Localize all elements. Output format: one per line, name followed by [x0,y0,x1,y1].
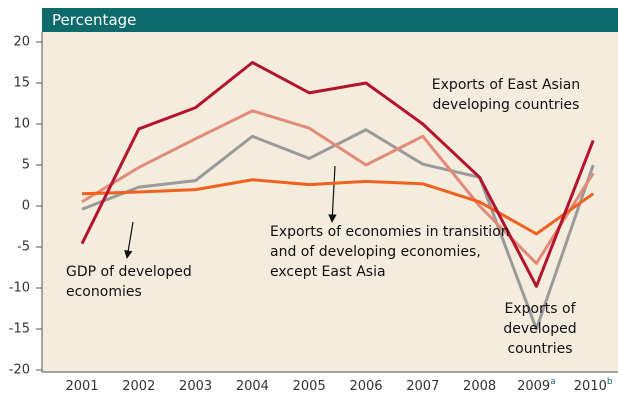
x-tick-footnote: a [550,377,556,387]
series-line [81,178,595,236]
series-line [80,61,595,288]
x-tick-text: 2006 [349,379,382,394]
y-tick-label: -20 [9,363,30,378]
x-tick-text: 2009 [517,379,550,394]
x-tick-text: 2002 [122,379,155,394]
x-tick-footnote: b [607,377,613,387]
y-tick-label: 5 [22,158,30,173]
x-tick-text: 2005 [293,379,326,394]
x-tick-label: 2004 [236,379,269,394]
x-tick-label: 2002 [122,379,155,394]
annotation-arrow [328,165,337,223]
x-tick-label: 2007 [406,379,439,394]
series-annotation: Exports of developed countries [503,301,577,357]
x-tick-label: 2001 [65,379,98,394]
x-tick-label: 2003 [179,379,212,394]
x-tick-label: 2010b [574,377,613,394]
x-tick-label: 2009a [517,377,556,394]
x-tick-label: 2006 [349,379,382,394]
x-tick-text: 2004 [236,379,269,394]
x-tick-label: 2008 [463,379,496,394]
annotation-arrow [124,221,134,259]
x-tick-text: 2007 [406,379,439,394]
series-annotation: Exports of economies in transition and o… [270,224,510,280]
y-axis-title: Percentage [52,11,137,29]
y-tick-label: -5 [17,240,30,255]
x-tick-text: 2003 [179,379,212,394]
y-tick-label: -15 [9,322,30,337]
x-tick-text: 2010 [574,379,607,394]
y-tick-label: -10 [9,281,30,296]
y-tick-label: 20 [13,35,30,50]
series-line [81,128,595,331]
y-tick-label: 0 [22,199,30,214]
y-tick-label: 10 [13,117,30,132]
x-tick-text: 2001 [65,379,98,394]
series-annotation: Exports of East Asian developing countri… [431,77,581,113]
x-tick-label: 2005 [293,379,326,394]
series-annotation: GDP of developed economies [66,264,192,300]
x-tick-text: 2008 [463,379,496,394]
y-tick-label: 15 [13,76,30,91]
header-bar [42,8,618,32]
